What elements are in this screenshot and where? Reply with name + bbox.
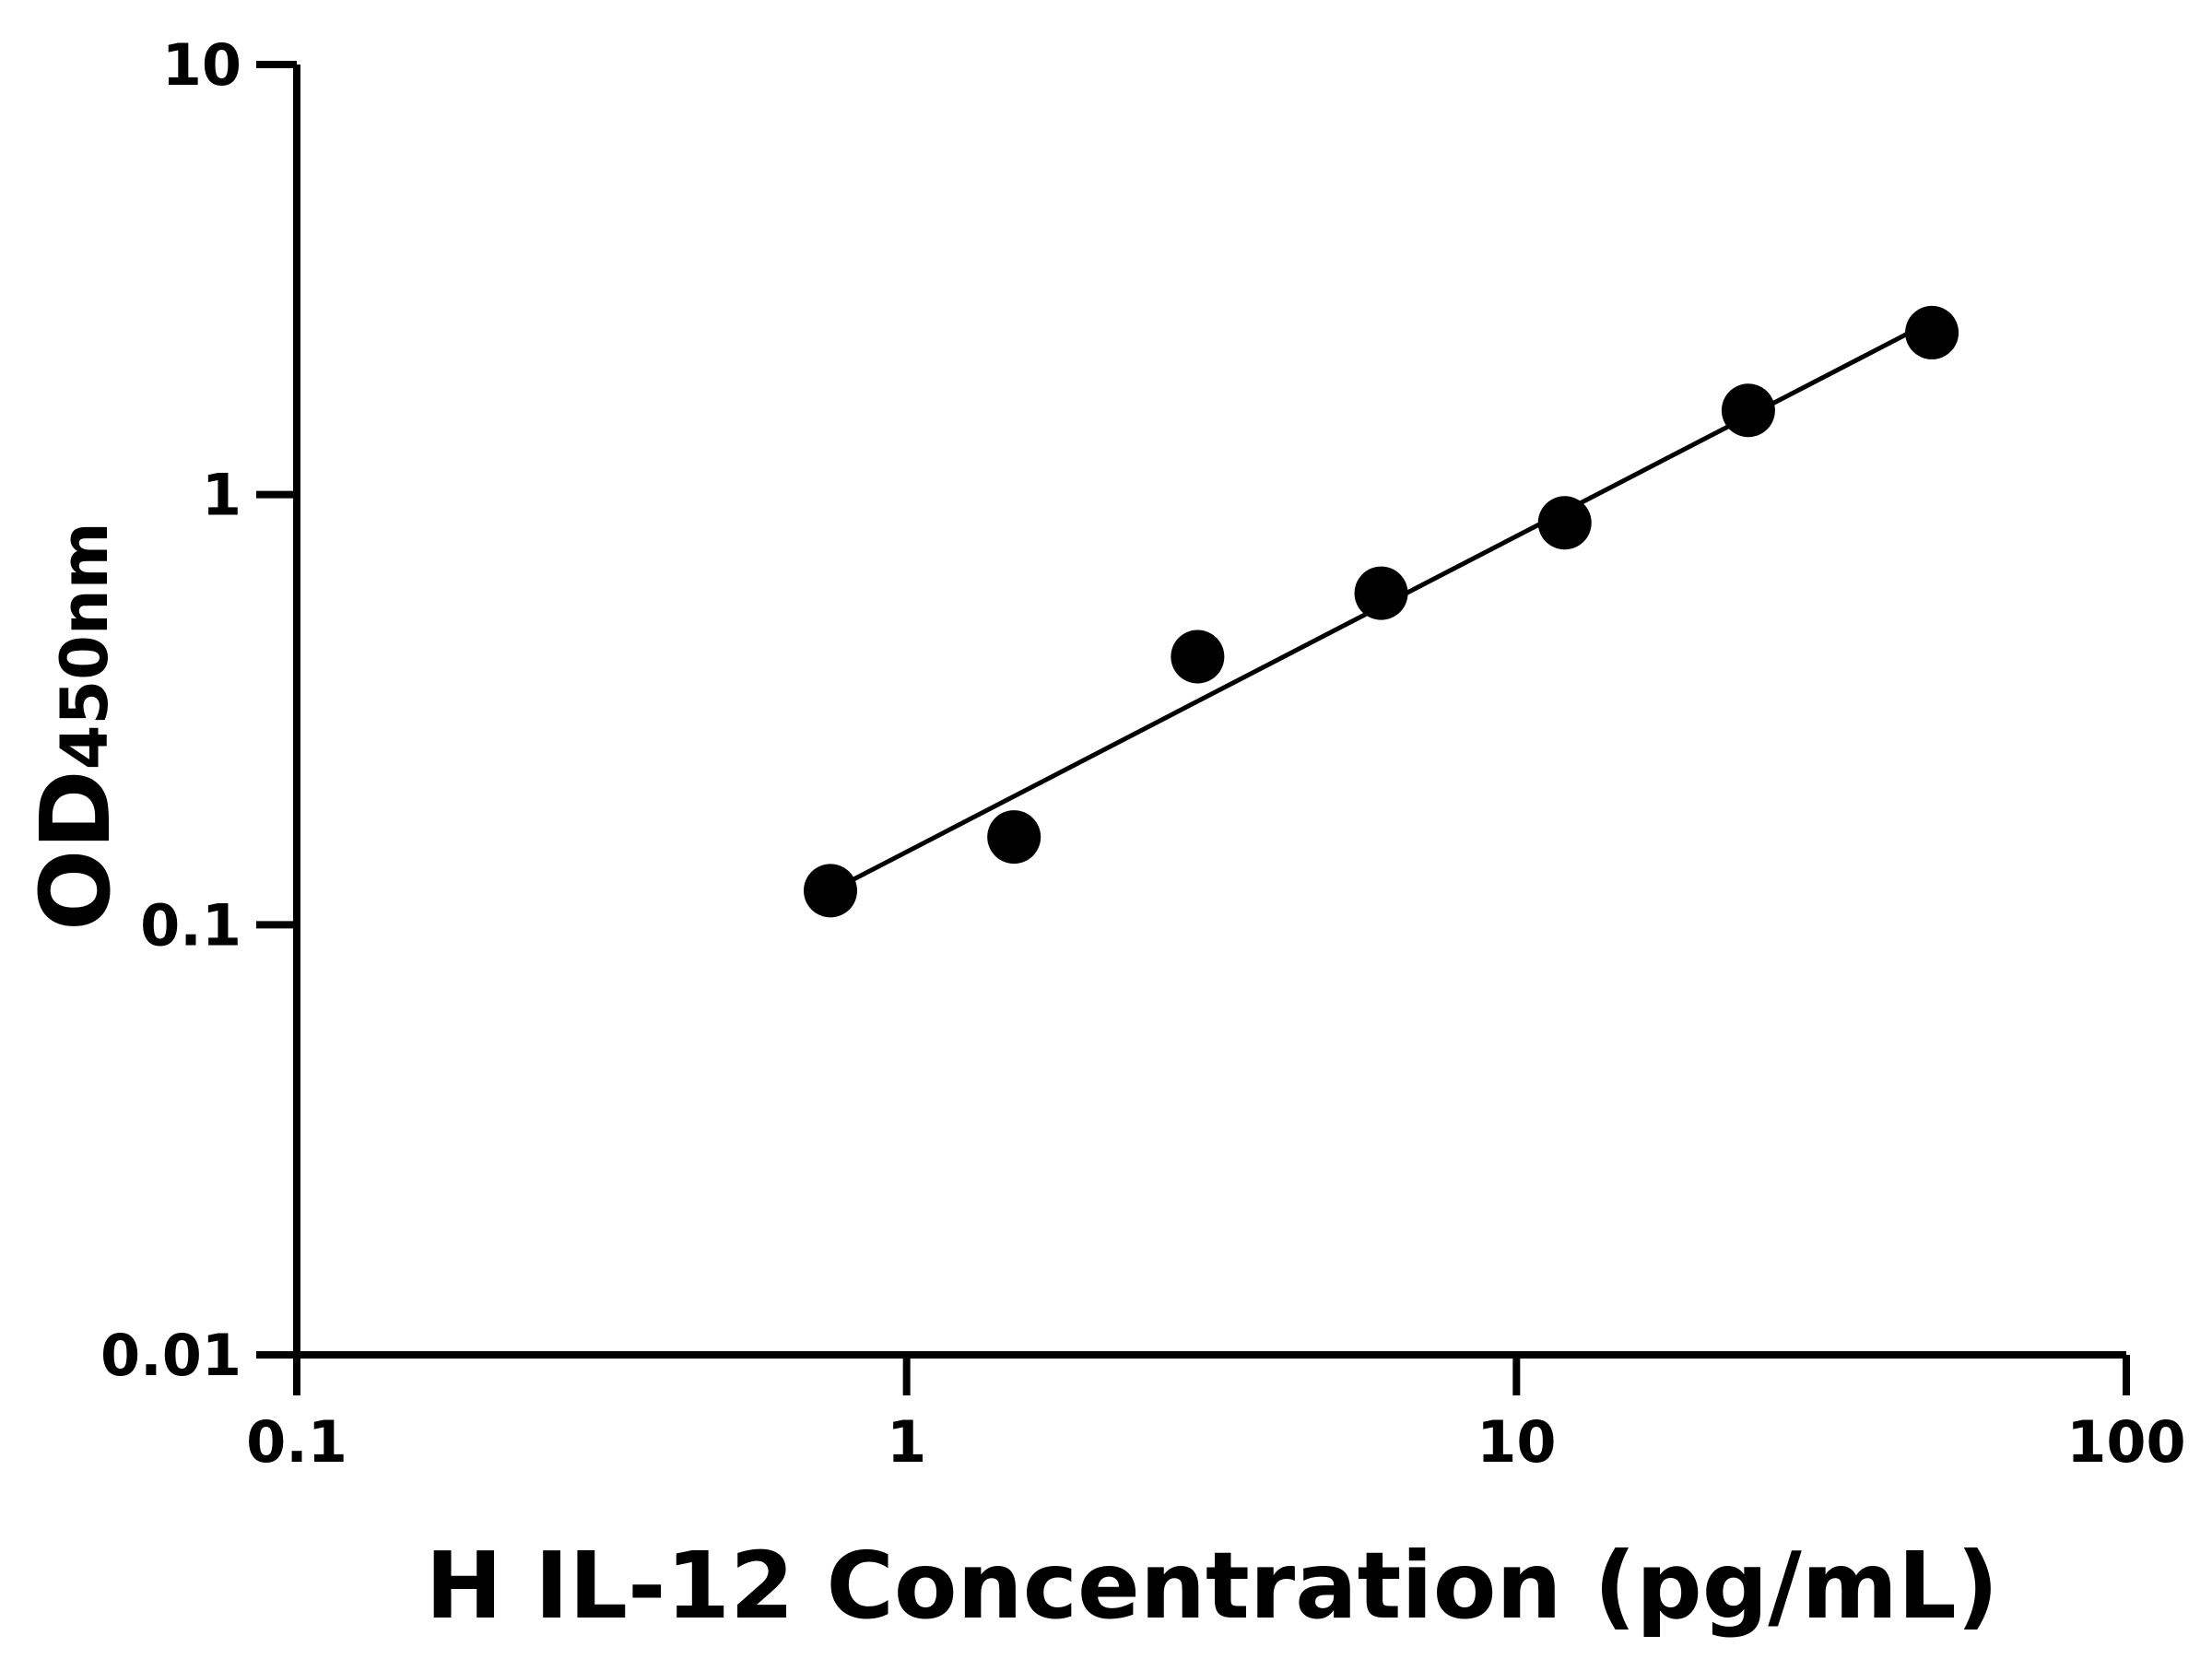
y-tick-label: 10: [162, 31, 241, 99]
data-point: [1905, 305, 1959, 359]
data-point: [1354, 566, 1408, 620]
x-axis-label: H IL-12 Concentration (pg/mL): [426, 1532, 1999, 1640]
data-point: [1171, 629, 1225, 684]
y-axis-label-subscript: 450nm: [47, 522, 123, 770]
y-tick-label: 0.01: [100, 1322, 241, 1389]
data-point: [1721, 383, 1775, 438]
y-axis-label: OD450nm: [19, 522, 132, 931]
y-tick-label: 1: [202, 462, 241, 529]
x-tick-label: 100: [2066, 1408, 2185, 1476]
x-tick-label: 10: [1477, 1408, 1556, 1476]
data-point: [803, 864, 857, 918]
x-tick-label: 1: [887, 1408, 926, 1476]
y-tick-label: 0.1: [140, 891, 241, 959]
x-tick-label: 0.1: [246, 1408, 347, 1476]
data-point: [987, 810, 1041, 865]
data-points: [803, 305, 1959, 918]
y-axis-label-main: OD: [19, 770, 132, 931]
data-point: [1537, 496, 1592, 550]
